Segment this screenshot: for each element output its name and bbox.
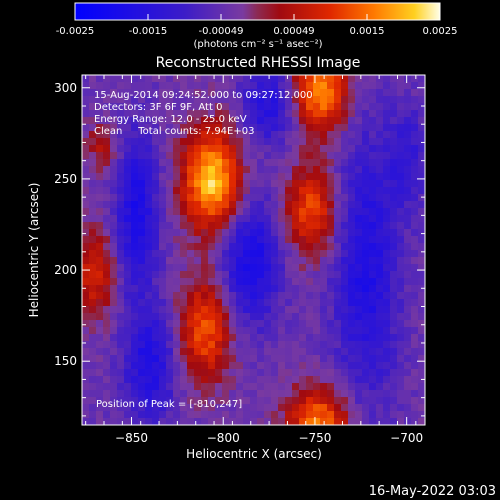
chart-title: Reconstructed RHESSI Image — [156, 55, 361, 71]
y-axis-label: Heliocentric Y (arcsec) — [27, 183, 41, 318]
colorbar-tick-label: 0.0025 — [423, 26, 458, 37]
colorbar — [74, 2, 441, 21]
colorbar-tick-label: 0.0015 — [350, 26, 385, 37]
x-tick-label: −750 — [298, 431, 331, 445]
colorbar-tick-label: -0.0025 — [56, 26, 95, 37]
y-tick-label: 200 — [54, 263, 77, 277]
axis-ticks — [82, 75, 425, 425]
y-tick-label: 150 — [54, 354, 77, 368]
plot-timestamp: 16-May-2022 03:03 — [369, 484, 496, 499]
colorbar-tick-label: -0.0015 — [129, 26, 168, 37]
y-tick-label: 250 — [54, 172, 77, 186]
x-tick-label: −850 — [115, 431, 148, 445]
annotation-energy-range: Energy Range: 12.0 - 25.0 keV — [94, 114, 247, 125]
colorbar-ticks — [74, 14, 441, 20]
x-tick-label: −800 — [207, 431, 240, 445]
x-tick-label: −700 — [390, 431, 423, 445]
colorbar-unit-label: (photons cm⁻² s⁻¹ asec⁻²) — [193, 39, 322, 50]
annotation-peak-position: Position of Peak = [-810,247] — [96, 399, 242, 410]
annotation-algorithm-counts: Clean Total counts: 7.94E+03 — [94, 126, 254, 137]
plot-frame — [81, 74, 426, 426]
annotation-time-range: 15-Aug-2014 09:24:52.000 to 09:27:12.000 — [94, 90, 313, 101]
y-tick-label: 300 — [54, 81, 77, 95]
colorbar-tick-label: -0.00049 — [199, 26, 244, 37]
heatmap-image — [82, 75, 425, 425]
x-axis-label: Heliocentric X (arcsec) — [186, 447, 322, 461]
colorbar-tick-label: 0.00049 — [273, 26, 314, 37]
annotation-detectors: Detectors: 3F 6F 9F, Att 0 — [94, 102, 222, 113]
